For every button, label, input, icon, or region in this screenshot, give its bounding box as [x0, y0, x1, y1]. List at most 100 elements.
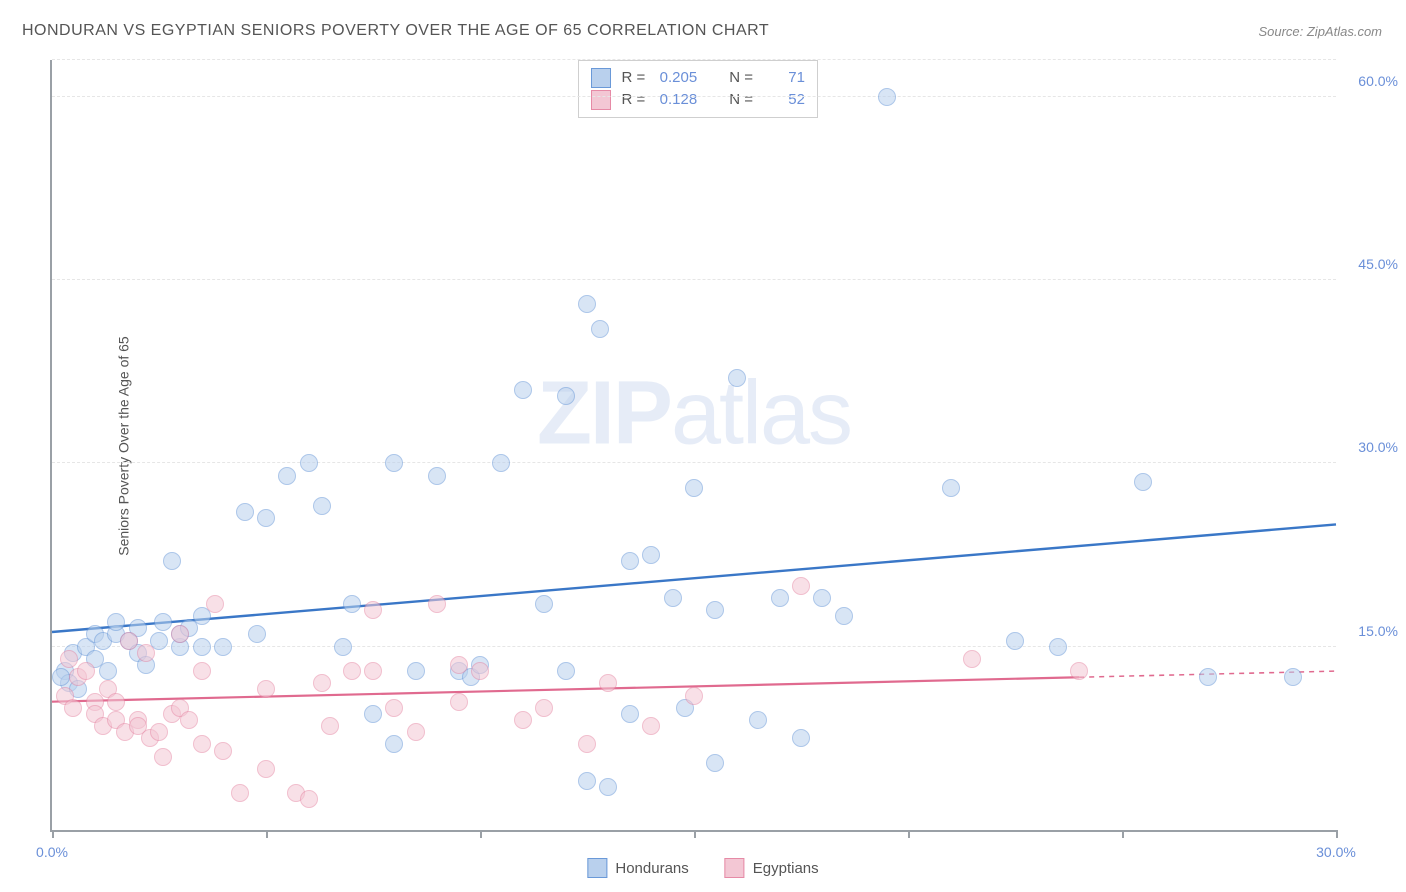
data-point	[878, 88, 896, 106]
data-point	[749, 711, 767, 729]
data-point	[313, 497, 331, 515]
data-point	[99, 662, 117, 680]
y-tick-label: 45.0%	[1358, 256, 1398, 272]
data-point	[642, 546, 660, 564]
data-point	[535, 595, 553, 613]
data-point	[321, 717, 339, 735]
data-point	[364, 662, 382, 680]
data-point	[557, 387, 575, 405]
x-tick	[694, 830, 696, 838]
gridline	[52, 96, 1336, 97]
data-point	[621, 705, 639, 723]
gridline	[52, 279, 1336, 280]
y-tick-label: 15.0%	[1358, 623, 1398, 639]
data-point	[450, 693, 468, 711]
data-point	[835, 607, 853, 625]
legend-item-egyptians: Egyptians	[725, 858, 819, 878]
data-point	[450, 656, 468, 674]
data-point	[385, 699, 403, 717]
data-point	[214, 638, 232, 656]
data-point	[193, 638, 211, 656]
data-point	[171, 625, 189, 643]
data-point	[771, 589, 789, 607]
legend-label-hondurans: Hondurans	[615, 860, 688, 877]
data-point	[300, 790, 318, 808]
data-point	[792, 577, 810, 595]
data-point	[706, 601, 724, 619]
data-point	[591, 320, 609, 338]
data-point	[557, 662, 575, 680]
legend-swatch-egyptians	[725, 858, 745, 878]
data-point	[231, 784, 249, 802]
data-point	[206, 595, 224, 613]
data-point	[154, 613, 172, 631]
data-point	[60, 650, 78, 668]
data-point	[300, 454, 318, 472]
data-point	[514, 381, 532, 399]
data-point	[792, 729, 810, 747]
data-point	[1134, 473, 1152, 491]
data-point	[599, 674, 617, 692]
data-point	[385, 454, 403, 472]
data-point	[514, 711, 532, 729]
data-point	[343, 595, 361, 613]
data-point	[578, 735, 596, 753]
x-tick	[908, 830, 910, 838]
data-point	[64, 699, 82, 717]
data-point	[193, 735, 211, 753]
data-point	[664, 589, 682, 607]
data-point	[599, 778, 617, 796]
data-point	[706, 754, 724, 772]
data-point	[257, 680, 275, 698]
bottom-legend: Hondurans Egyptians	[587, 858, 818, 878]
data-point	[343, 662, 361, 680]
data-point	[257, 760, 275, 778]
data-point	[621, 552, 639, 570]
x-tick	[1336, 830, 1338, 838]
x-tick-label: 0.0%	[36, 844, 68, 860]
data-point	[578, 772, 596, 790]
data-point	[313, 674, 331, 692]
data-point	[813, 589, 831, 607]
data-point	[214, 742, 232, 760]
legend-label-egyptians: Egyptians	[753, 860, 819, 877]
data-point	[407, 662, 425, 680]
data-point	[642, 717, 660, 735]
data-point	[52, 668, 70, 686]
data-point	[334, 638, 352, 656]
data-point	[364, 705, 382, 723]
data-point	[963, 650, 981, 668]
data-point	[180, 711, 198, 729]
data-point	[107, 613, 125, 631]
data-point	[535, 699, 553, 717]
trend-lines-svg	[52, 60, 1336, 830]
y-tick-label: 30.0%	[1358, 439, 1398, 455]
plot-area: ZIPatlas R = 0.205 N = 71 R = 0.128 N = …	[50, 60, 1336, 832]
x-tick	[480, 830, 482, 838]
data-point	[407, 723, 425, 741]
x-tick-label: 30.0%	[1316, 844, 1356, 860]
data-point	[728, 369, 746, 387]
data-point	[120, 632, 138, 650]
data-point	[428, 467, 446, 485]
data-point	[364, 601, 382, 619]
gridline	[52, 646, 1336, 647]
data-point	[428, 595, 446, 613]
legend-item-hondurans: Hondurans	[587, 858, 688, 878]
data-point	[1284, 668, 1302, 686]
data-point	[492, 454, 510, 472]
y-tick-label: 60.0%	[1358, 73, 1398, 89]
data-point	[278, 467, 296, 485]
data-point	[137, 644, 155, 662]
data-point	[685, 479, 703, 497]
x-tick	[52, 830, 54, 838]
data-point	[1049, 638, 1067, 656]
data-point	[154, 748, 172, 766]
data-point	[1199, 668, 1217, 686]
gridline	[52, 59, 1336, 60]
x-tick	[1122, 830, 1124, 838]
data-point	[471, 662, 489, 680]
data-point	[248, 625, 266, 643]
data-point	[163, 552, 181, 570]
data-point	[257, 509, 275, 527]
